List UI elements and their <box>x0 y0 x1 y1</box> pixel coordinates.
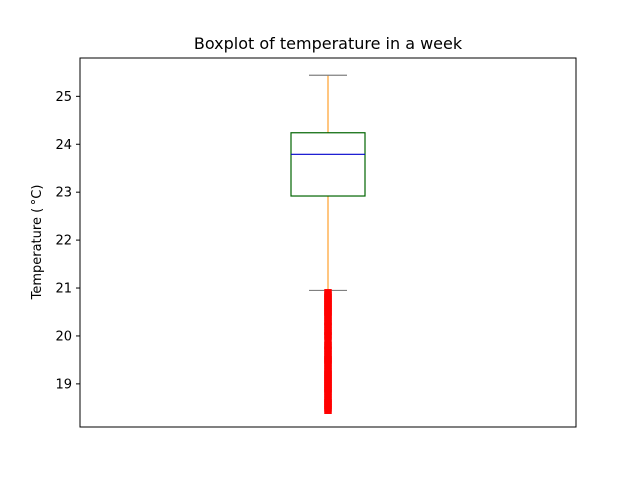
plot-area-frame <box>79 57 577 428</box>
y-tick-label: 24 <box>55 138 72 153</box>
y-tick-label: 25 <box>55 90 72 105</box>
y-tick-label: 22 <box>55 234 72 249</box>
y-tick-label: 21 <box>55 282 72 297</box>
y-tick-label: 19 <box>55 377 72 392</box>
iqr-box <box>290 132 366 197</box>
y-axis: 19 20 21 22 23 24 25 <box>55 90 80 392</box>
y-tick-label: 23 <box>55 186 72 201</box>
box-group <box>290 74 366 292</box>
y-tick-label: 20 <box>55 329 72 344</box>
y-axis-label: Temperature ( °C) <box>30 185 45 301</box>
chart-title: Boxplot of temperature in a week <box>194 34 463 53</box>
outlier-point <box>324 289 332 297</box>
outlier-group <box>324 289 332 414</box>
